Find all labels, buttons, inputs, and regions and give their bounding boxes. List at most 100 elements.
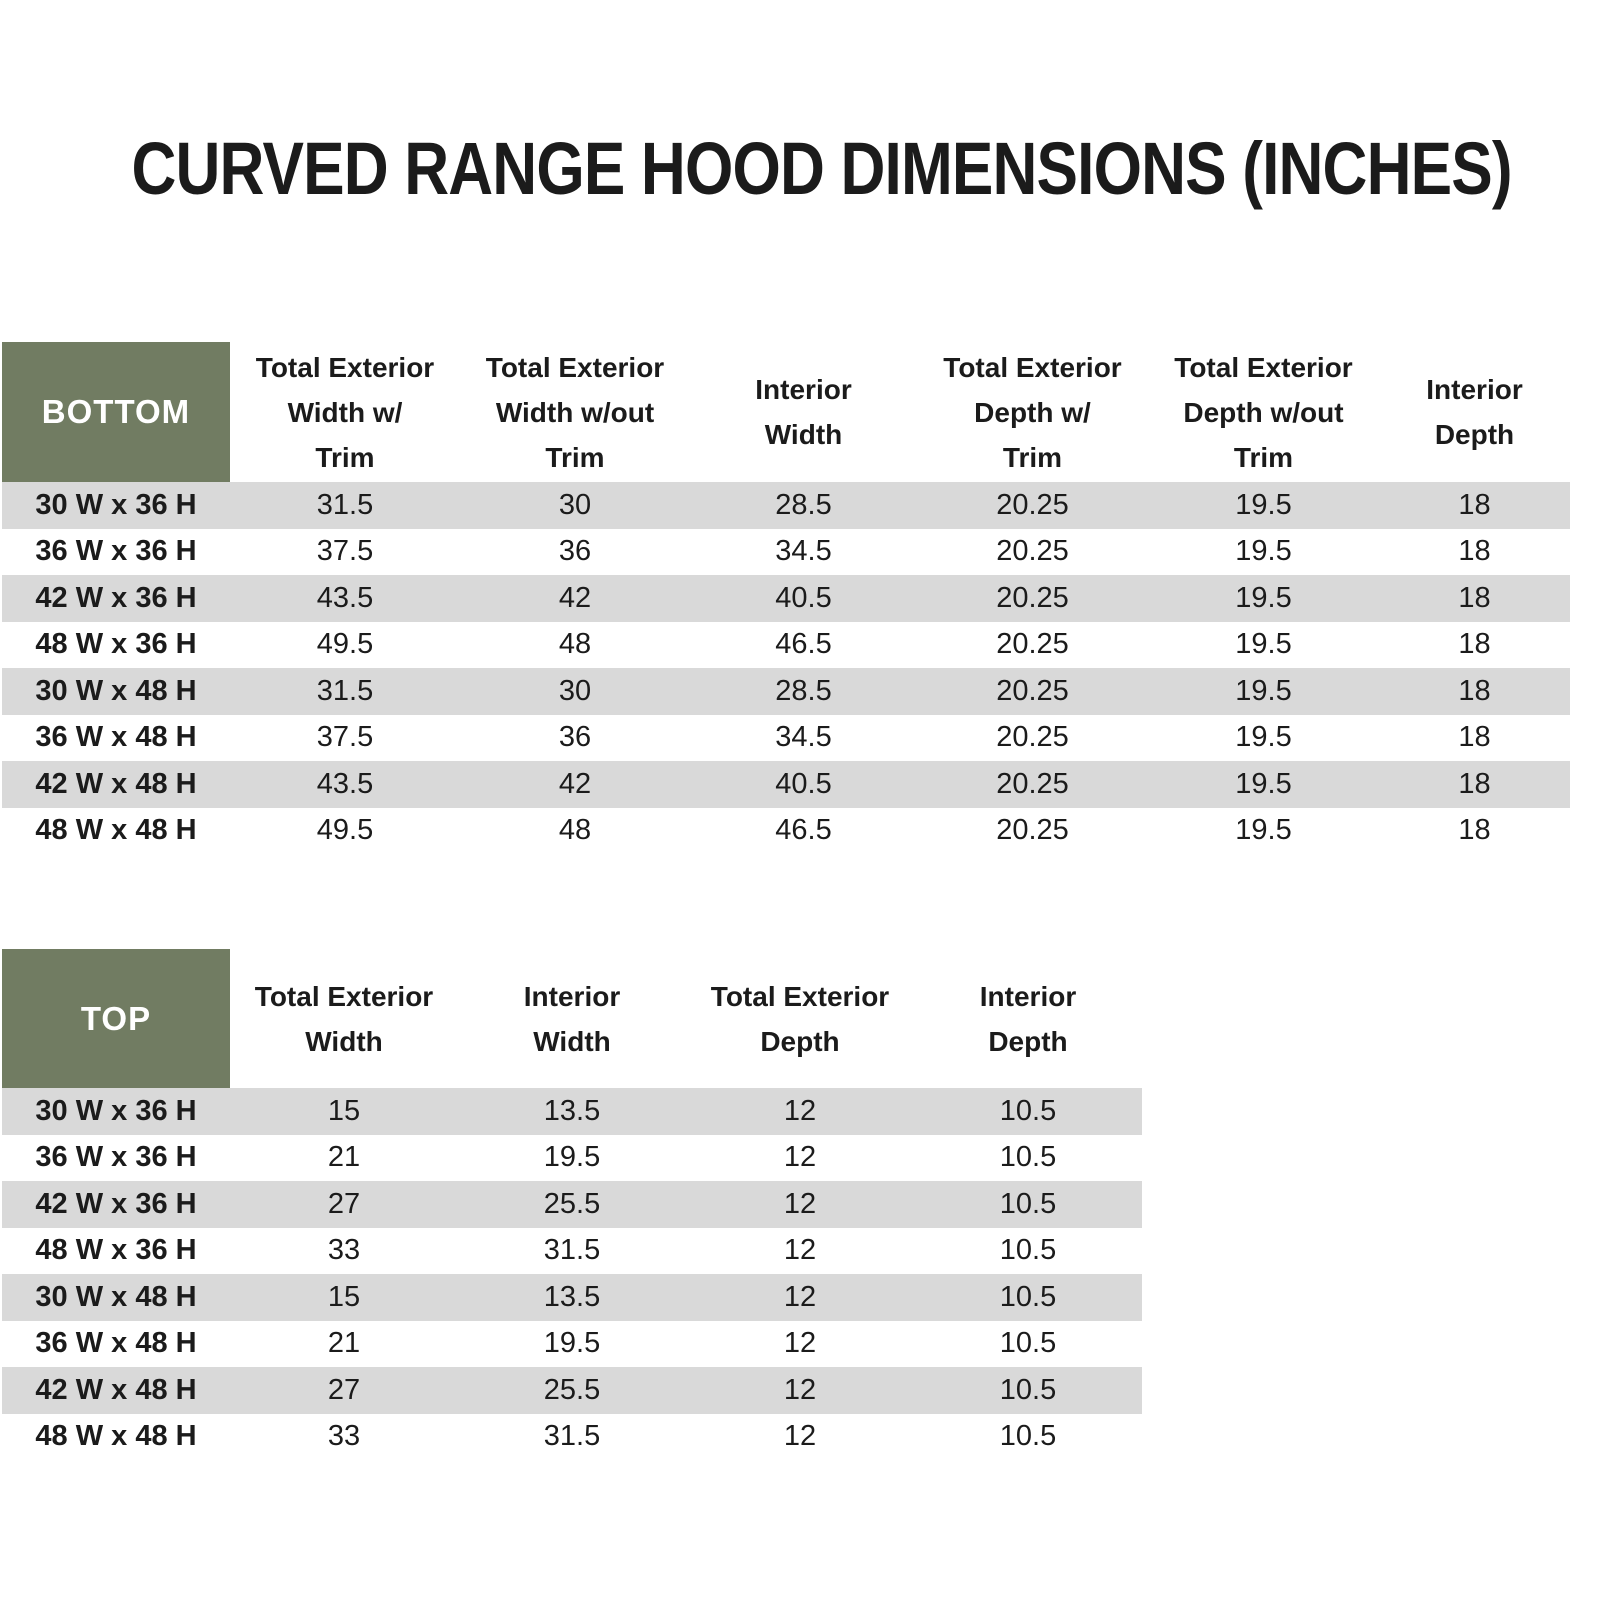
row-label: 42 W x 36 H [2,1181,230,1228]
value-cell: 13.5 [458,1088,686,1135]
value-cell: 40.5 [690,761,917,808]
value-cell: 49.5 [230,621,460,668]
row-label: 30 W x 48 H [2,668,230,715]
row-label: 48 W x 48 H [2,807,230,854]
value-cell: 43.5 [230,761,460,808]
column-header: Interior Width [458,949,686,1088]
value-cell: 21 [230,1134,458,1181]
value-cell: 46.5 [690,621,917,668]
value-cell: 36 [460,528,690,575]
value-cell: 40.5 [690,575,917,622]
value-cell: 12 [686,1367,914,1414]
value-cell: 18 [1379,621,1570,668]
value-cell: 18 [1379,528,1570,575]
column-header: Total Exterior Depth w/out Trim [1148,342,1379,482]
value-cell: 18 [1379,807,1570,854]
value-cell: 15 [230,1088,458,1135]
value-cell: 19.5 [1148,761,1379,808]
bottom-dimensions-table: BOTTOM Total Exterior Width w/ Trim Total … [2,342,1570,854]
row-label: 30 W x 36 H [2,482,230,529]
value-cell: 12 [686,1413,914,1460]
row-label: 36 W x 48 H [2,714,230,761]
value-cell: 13.5 [458,1274,686,1321]
value-cell: 18 [1379,714,1570,761]
row-label: 42 W x 48 H [2,761,230,808]
row-label: 42 W x 36 H [2,575,230,622]
value-cell: 27 [230,1367,458,1414]
value-cell: 34.5 [690,714,917,761]
value-cell: 31.5 [458,1227,686,1274]
value-cell: 48 [460,621,690,668]
value-cell: 20.25 [917,482,1148,529]
value-cell: 28.5 [690,482,917,529]
value-cell: 12 [686,1274,914,1321]
value-cell: 34.5 [690,528,917,575]
value-cell: 33 [230,1413,458,1460]
page-title: CURVED RANGE HOOD DIMENSIONS (INCHES) [0,126,1600,211]
value-cell: 10.5 [914,1320,1142,1367]
value-cell: 15 [230,1274,458,1321]
row-label: 36 W x 48 H [2,1320,230,1367]
value-cell: 18 [1379,668,1570,715]
value-cell: 10.5 [914,1181,1142,1228]
value-cell: 18 [1379,575,1570,622]
column-header: Total Exterior Width w/out Trim [460,342,690,482]
value-cell: 18 [1379,761,1570,808]
value-cell: 20.25 [917,761,1148,808]
value-cell: 19.5 [1148,482,1379,529]
value-cell: 10.5 [914,1088,1142,1135]
value-cell: 48 [460,807,690,854]
value-cell: 37.5 [230,528,460,575]
value-cell: 36 [460,714,690,761]
value-cell: 43.5 [230,575,460,622]
value-cell: 31.5 [230,668,460,715]
value-cell: 21 [230,1320,458,1367]
column-header: Total Exterior Depth w/ Trim [917,342,1148,482]
value-cell: 19.5 [458,1320,686,1367]
value-cell: 19.5 [1148,807,1379,854]
value-cell: 19.5 [1148,575,1379,622]
row-label: 36 W x 36 H [2,1134,230,1181]
value-cell: 25.5 [458,1367,686,1414]
value-cell: 19.5 [458,1134,686,1181]
table-corner-label: TOP [2,949,230,1088]
value-cell: 49.5 [230,807,460,854]
value-cell: 12 [686,1320,914,1367]
value-cell: 18 [1379,482,1570,529]
value-cell: 30 [460,668,690,715]
value-cell: 20.25 [917,575,1148,622]
row-label: 42 W x 48 H [2,1367,230,1414]
value-cell: 10.5 [914,1367,1142,1414]
column-header: Interior Depth [1379,342,1570,482]
value-cell: 20.25 [917,714,1148,761]
value-cell: 37.5 [230,714,460,761]
value-cell: 30 [460,482,690,529]
row-label: 30 W x 36 H [2,1088,230,1135]
value-cell: 20.25 [917,668,1148,715]
value-cell: 42 [460,761,690,808]
row-label: 30 W x 48 H [2,1274,230,1321]
value-cell: 12 [686,1134,914,1181]
value-cell: 28.5 [690,668,917,715]
value-cell: 19.5 [1148,621,1379,668]
column-header: Total Exterior Depth [686,949,914,1088]
value-cell: 25.5 [458,1181,686,1228]
value-cell: 20.25 [917,621,1148,668]
top-dimensions-table: TOP Total Exterior Width Interior Width Tot… [2,949,1142,1460]
value-cell: 12 [686,1088,914,1135]
value-cell: 31.5 [230,482,460,529]
row-label: 48 W x 36 H [2,621,230,668]
value-cell: 20.25 [917,807,1148,854]
value-cell: 19.5 [1148,528,1379,575]
column-header: Interior Width [690,342,917,482]
value-cell: 12 [686,1227,914,1274]
value-cell: 27 [230,1181,458,1228]
value-cell: 10.5 [914,1274,1142,1321]
value-cell: 31.5 [458,1413,686,1460]
column-header: Total Exterior Width [230,949,458,1088]
value-cell: 10.5 [914,1413,1142,1460]
page-title-text: CURVED RANGE HOOD DIMENSIONS (INCHES) [131,127,1512,210]
value-cell: 10.5 [914,1227,1142,1274]
row-label: 48 W x 36 H [2,1227,230,1274]
